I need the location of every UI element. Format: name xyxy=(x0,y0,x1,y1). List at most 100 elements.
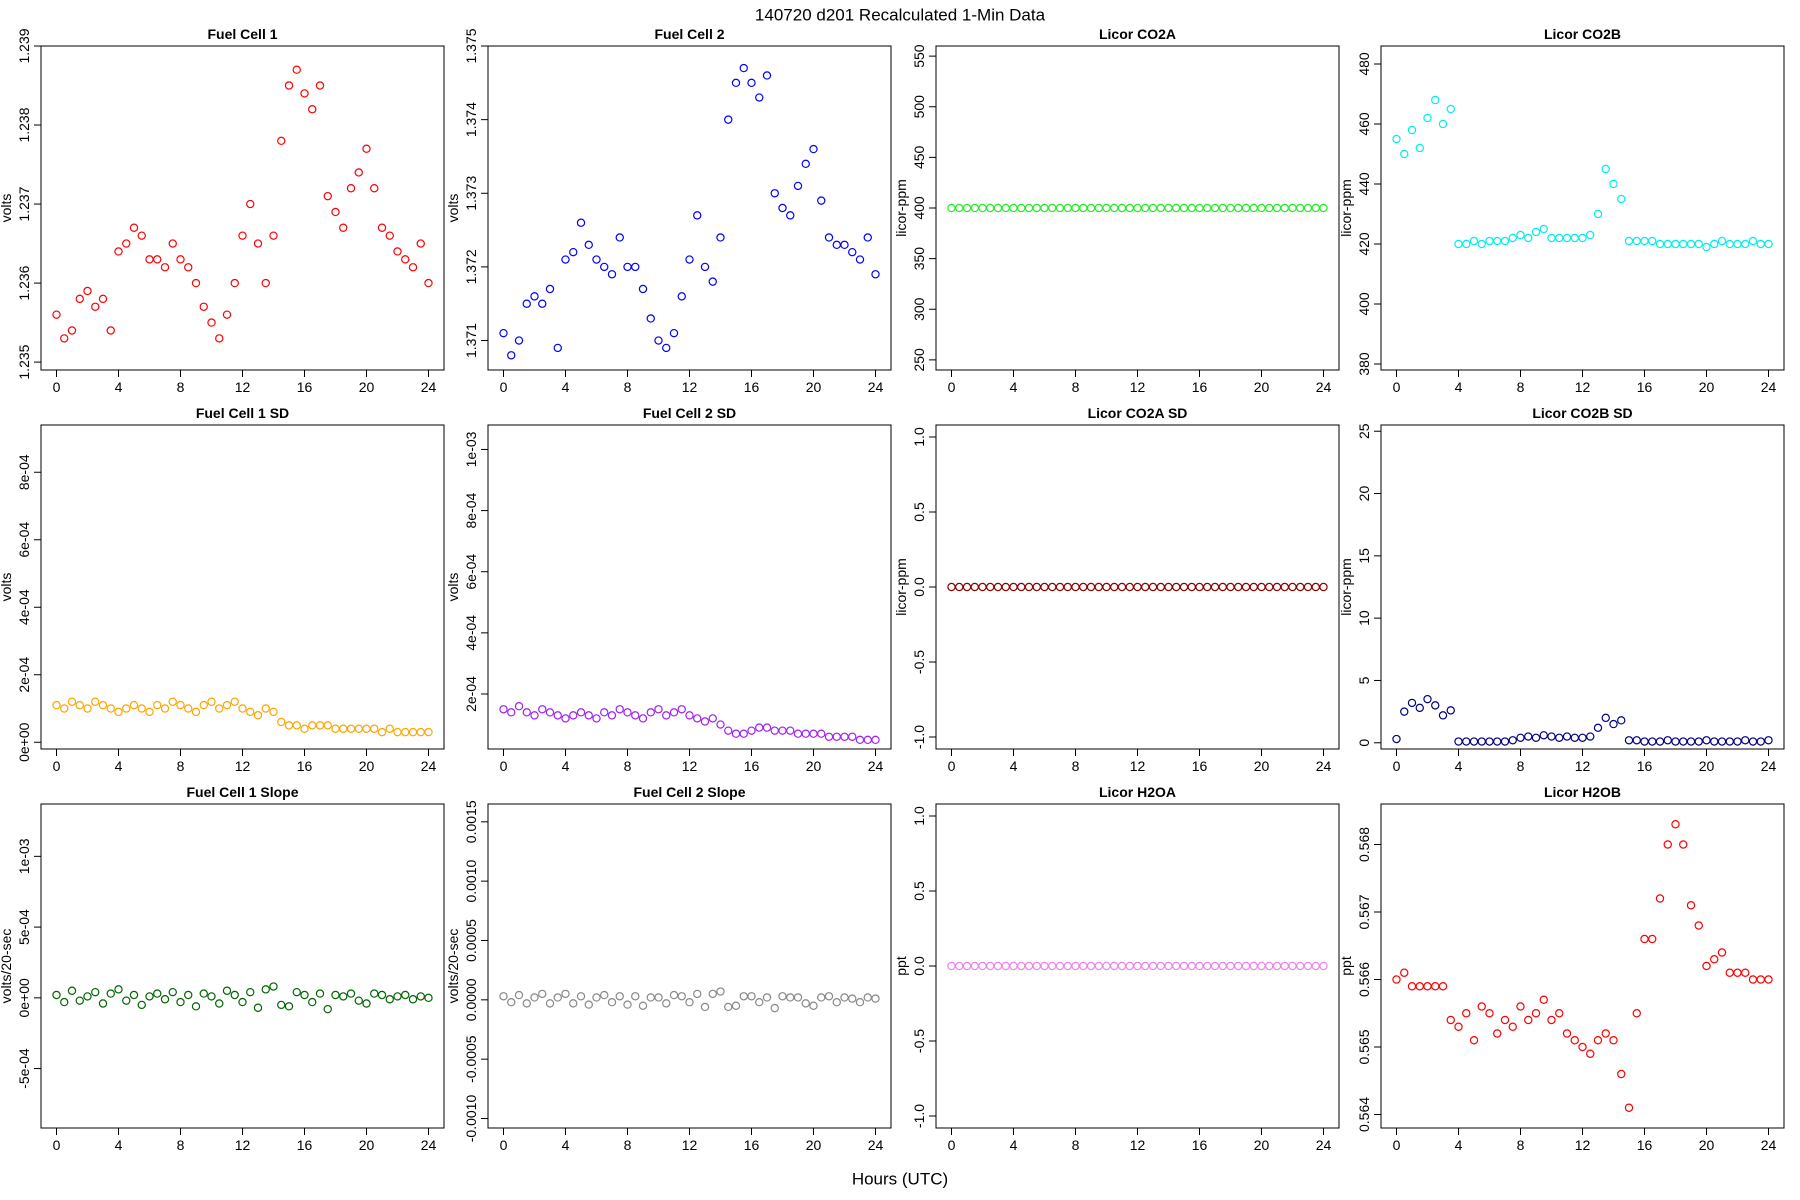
y-tick-label: 0.0 xyxy=(911,577,927,597)
data-point xyxy=(1257,582,1266,592)
data-point xyxy=(801,999,810,1008)
y-tick-label: 440 xyxy=(1356,172,1372,196)
x-tick-label: 20 xyxy=(1254,758,1270,774)
data-point xyxy=(408,995,418,1004)
data-point xyxy=(1079,203,1088,213)
data-point xyxy=(1102,203,1111,213)
data-point xyxy=(1148,961,1158,971)
plot-frame xyxy=(40,45,445,371)
data-point xyxy=(1187,582,1196,592)
data-point xyxy=(1640,737,1649,746)
data-point xyxy=(1296,203,1305,213)
x-tick-label: 4 xyxy=(1455,758,1463,774)
data-point xyxy=(1485,1009,1494,1018)
data-point xyxy=(75,294,84,304)
y-tick-label: 25 xyxy=(1356,423,1372,439)
data-point xyxy=(840,993,849,1002)
y-tick-label: 0.568 xyxy=(1356,827,1372,862)
data-point xyxy=(1117,582,1127,592)
panel-title: Fuel Cell 1 SD xyxy=(196,405,289,421)
y-tick-label: 1.237 xyxy=(16,186,32,221)
data-point xyxy=(1648,737,1657,746)
data-point xyxy=(393,992,402,1001)
data-point xyxy=(1265,961,1274,971)
data-point xyxy=(238,231,247,240)
data-point xyxy=(1725,968,1734,977)
data-point xyxy=(778,726,787,735)
y-axis-label: volts/20-sec xyxy=(0,929,14,1004)
data-point xyxy=(1454,239,1463,249)
data-point xyxy=(1710,239,1719,249)
data-point xyxy=(1624,736,1634,745)
x-tick-label: 8 xyxy=(1072,379,1080,395)
data-point xyxy=(1601,1029,1610,1038)
data-point xyxy=(700,717,710,726)
data-point xyxy=(1500,737,1510,746)
data-point xyxy=(354,724,363,733)
data-point xyxy=(685,997,694,1007)
y-tick-label: 5 xyxy=(1356,676,1372,684)
data-point xyxy=(1055,203,1065,213)
x-tick-label: 24 xyxy=(421,379,437,395)
data-point xyxy=(1172,961,1181,971)
x-tick-label: 20 xyxy=(1699,379,1715,395)
data-point xyxy=(871,735,880,745)
data-point xyxy=(67,986,77,995)
data-point xyxy=(1493,737,1502,746)
y-tick-label: 300 xyxy=(911,297,927,321)
data-point xyxy=(191,278,201,288)
data-point xyxy=(832,732,841,741)
x-tick-label: 12 xyxy=(682,758,698,774)
data-point xyxy=(52,310,61,319)
data-point xyxy=(1400,707,1409,716)
data-point xyxy=(1508,736,1517,745)
data-point xyxy=(1671,239,1680,249)
data-point xyxy=(300,724,309,733)
data-point xyxy=(970,961,979,971)
data-point xyxy=(530,711,539,720)
x-tick-label: 0 xyxy=(53,758,61,774)
y-tick-label: 400 xyxy=(1356,292,1372,316)
data-point xyxy=(1241,961,1251,971)
x-tick-label: 20 xyxy=(1699,1137,1715,1153)
y-tick-label: 0.5 xyxy=(911,881,927,901)
data-point xyxy=(1063,203,1072,213)
data-point xyxy=(1048,961,1057,971)
y-axis-label: volts xyxy=(445,194,461,223)
data-point xyxy=(700,262,710,272)
data-point xyxy=(1102,961,1111,971)
data-point xyxy=(269,231,278,240)
data-point xyxy=(1086,961,1096,971)
data-point xyxy=(569,999,578,1008)
data-point xyxy=(1071,582,1080,592)
data-point xyxy=(269,707,278,717)
data-point xyxy=(199,989,208,998)
data-point xyxy=(1586,230,1595,240)
data-point xyxy=(1094,961,1103,971)
data-point xyxy=(308,105,317,114)
data-point xyxy=(1024,961,1034,971)
data-point xyxy=(1500,236,1510,246)
data-point xyxy=(662,343,671,353)
data-point xyxy=(160,995,170,1004)
data-point xyxy=(1094,203,1103,213)
data-point xyxy=(261,278,270,288)
data-point xyxy=(1203,582,1212,592)
data-point xyxy=(401,990,410,1000)
data-point xyxy=(1702,736,1711,745)
data-point xyxy=(832,240,841,250)
data-point xyxy=(1288,203,1297,213)
y-axis-label: ppt xyxy=(1338,956,1354,976)
data-point xyxy=(1392,734,1401,744)
data-point xyxy=(1454,1022,1463,1031)
data-point xyxy=(1063,582,1072,592)
data-point xyxy=(615,233,624,242)
data-point xyxy=(1748,975,1758,984)
data-point xyxy=(1516,1002,1525,1011)
data-point xyxy=(615,992,624,1001)
data-point xyxy=(840,732,849,741)
data-point xyxy=(1218,203,1227,213)
x-tick-label: 4 xyxy=(115,1137,123,1153)
data-point xyxy=(1040,961,1049,971)
